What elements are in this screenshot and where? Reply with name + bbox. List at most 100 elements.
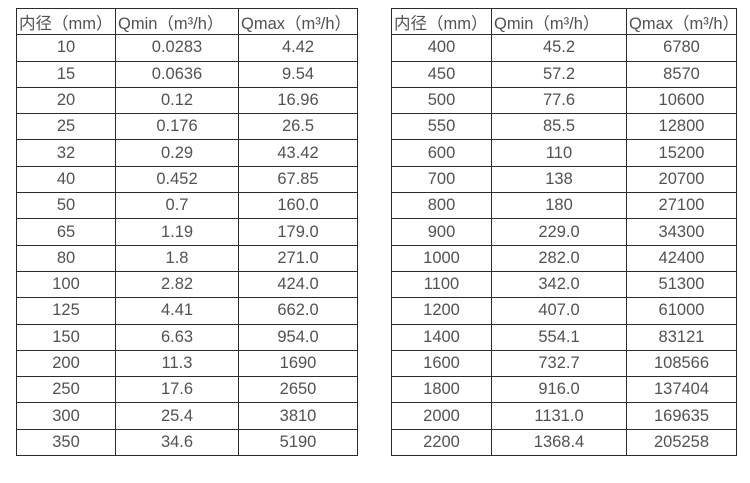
table-cell: 662.0 [238, 297, 358, 325]
table-cell: 180 [491, 192, 627, 220]
table-cell: 6.63 [115, 323, 239, 351]
table-row: 125 4.41 662.0 [16, 297, 358, 325]
table-cell: 160.0 [238, 192, 358, 220]
table-row: 65 1.19 179.0 [16, 218, 358, 246]
header-cell: 内径（mm） [391, 7, 492, 36]
table-cell: 25 [16, 113, 116, 141]
table-row: 300 25.4 3810 [16, 402, 358, 430]
table-cell: 42400 [626, 244, 737, 272]
table-cell: 1600 [391, 349, 492, 378]
table-cell: 400 [391, 34, 492, 62]
table-cell: 1.19 [115, 218, 239, 246]
header-cell: 内径（mm） [16, 7, 116, 36]
table-row: 1400 554.1 83121 [391, 323, 737, 351]
table-row: 1000 282.0 42400 [391, 244, 737, 272]
table-cell: 1200 [391, 297, 492, 325]
table-cell: 12800 [626, 113, 737, 141]
table-row: 700 138 20700 [391, 165, 737, 194]
table-cell: 9.54 [238, 60, 358, 88]
table-cell: 2200 [391, 428, 492, 457]
table-cell: 17.6 [115, 376, 239, 404]
table-cell: 700 [391, 165, 492, 194]
flow-rate-tables-page: 内径（mm） Qmin（m³/h） Qmax（m³/h） 10 0.0283 4.42 15… [16, 7, 737, 457]
table-cell: 20700 [626, 165, 737, 194]
table-cell: 25.4 [115, 402, 239, 430]
table-cell: 1690 [238, 349, 358, 378]
table-cell: 5190 [238, 428, 358, 457]
table-cell: 20 [16, 86, 116, 115]
table-cell: 77.6 [491, 86, 627, 115]
table-cell: 0.29 [115, 139, 239, 167]
table-cell: 271.0 [238, 244, 358, 272]
table-row: 40 0.452 67.85 [16, 165, 358, 194]
table-cell: 34.6 [115, 428, 239, 457]
table-cell: 15 [16, 60, 116, 88]
table-cell: 550 [391, 113, 492, 141]
table-cell: 108566 [626, 349, 737, 378]
table-cell: 169635 [626, 402, 737, 430]
table-row: 25 0.176 26.5 [16, 113, 358, 141]
table-cell: 10600 [626, 86, 737, 115]
table-cell: 3810 [238, 402, 358, 430]
table-cell: 0.7 [115, 192, 239, 220]
table-row: 2200 1368.4 205258 [391, 428, 737, 457]
table-cell: 4.41 [115, 297, 239, 325]
table-cell: 110 [491, 139, 627, 167]
table-row: 1800 916.0 137404 [391, 376, 737, 404]
table-cell: 16.96 [238, 86, 358, 115]
table-cell: 407.0 [491, 297, 627, 325]
header-cell: Qmax（m³/h） [238, 7, 358, 36]
table-row: 400 45.2 6780 [391, 34, 737, 62]
table-cell: 0.176 [115, 113, 239, 141]
table-cell: 6780 [626, 34, 737, 62]
table-cell: 40 [16, 165, 116, 194]
table-cell: 4.42 [238, 34, 358, 62]
table-row: 2000 1131.0 169635 [391, 402, 737, 430]
table-row: 20 0.12 16.96 [16, 86, 358, 115]
table-cell: 1400 [391, 323, 492, 351]
table-cell: 50 [16, 192, 116, 220]
table-row: 900 229.0 34300 [391, 218, 737, 246]
table-cell: 300 [16, 402, 116, 430]
table-cell: 0.0283 [115, 34, 239, 62]
flow-rate-table-small-diameter: 内径（mm） Qmin（m³/h） Qmax（m³/h） 10 0.0283 4.42 15… [16, 7, 358, 457]
table-cell: 205258 [626, 428, 737, 457]
table-cell: 200 [16, 349, 116, 378]
table-cell: 732.7 [491, 349, 627, 378]
table-row: 100 2.82 424.0 [16, 270, 358, 299]
table-row: 450 57.2 8570 [391, 60, 737, 88]
table-cell: 250 [16, 376, 116, 404]
table-row: 600 110 15200 [391, 139, 737, 167]
table-cell: 0.452 [115, 165, 239, 194]
table-cell: 100 [16, 270, 116, 299]
table-cell: 138 [491, 165, 627, 194]
table-cell: 85.5 [491, 113, 627, 141]
table-cell: 1000 [391, 244, 492, 272]
table-cell: 424.0 [238, 270, 358, 299]
table-cell: 65 [16, 218, 116, 246]
table-row: 250 17.6 2650 [16, 376, 358, 404]
table-cell: 179.0 [238, 218, 358, 246]
table-cell: 1368.4 [491, 428, 627, 457]
table-cell: 1800 [391, 376, 492, 404]
table-cell: 125 [16, 297, 116, 325]
flow-rate-table-large-diameter: 内径（mm） Qmin（m³/h） Qmax（m³/h） 400 45.2 6780 450… [391, 7, 737, 457]
table-cell: 0.0636 [115, 60, 239, 88]
table-row: 1200 407.0 61000 [391, 297, 737, 325]
table-cell: 57.2 [491, 60, 627, 88]
table-cell: 34300 [626, 218, 737, 246]
table-cell: 0.12 [115, 86, 239, 115]
table-cell: 150 [16, 323, 116, 351]
header-row: 内径（mm） Qmin（m³/h） Qmax（m³/h） [16, 7, 358, 36]
table-cell: 229.0 [491, 218, 627, 246]
table-cell: 350 [16, 428, 116, 457]
table-cell: 282.0 [491, 244, 627, 272]
table-cell: 450 [391, 60, 492, 88]
table-row: 1100 342.0 51300 [391, 270, 737, 299]
table-cell: 67.85 [238, 165, 358, 194]
table-cell: 32 [16, 139, 116, 167]
table-cell: 43.42 [238, 139, 358, 167]
table-cell: 80 [16, 244, 116, 272]
table-cell: 1131.0 [491, 402, 627, 430]
table-cell: 600 [391, 139, 492, 167]
